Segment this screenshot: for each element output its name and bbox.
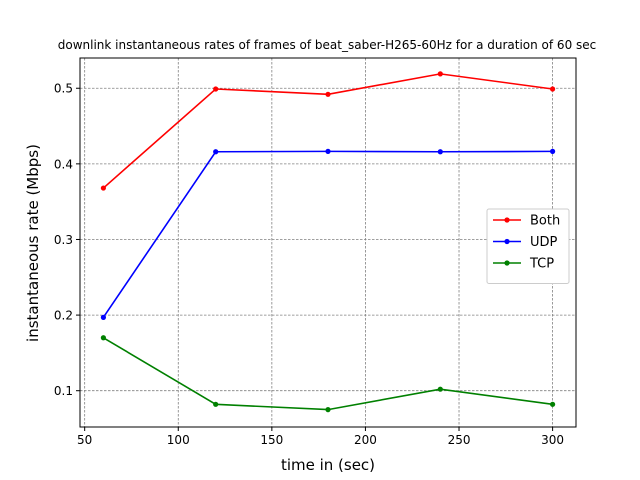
legend-label-udp: UDP — [530, 235, 558, 250]
legend: Both UDP TCP — [486, 208, 570, 284]
plot-frame — [79, 57, 577, 428]
data-point-udp — [100, 314, 106, 320]
y-tick-label: 0.1 — [54, 384, 73, 398]
data-point-both — [437, 71, 443, 77]
data-point-tcp — [550, 401, 556, 407]
data-point-udp — [550, 148, 556, 154]
x-tick-label: 200 — [354, 433, 377, 447]
data-point-udp — [213, 149, 219, 155]
y-tick-label: 0.3 — [54, 233, 73, 247]
legend-marker-tcp — [504, 260, 510, 266]
x-axis-label: time in (sec) — [281, 456, 375, 474]
series-line-tcp — [102, 337, 553, 411]
x-tick-label: 300 — [541, 433, 564, 447]
y-axis-label: instantaneous rate (Mbps) — [24, 144, 42, 342]
series-line-udp — [102, 150, 553, 318]
x-tick-label: 250 — [448, 433, 471, 447]
data-point-udp — [437, 149, 443, 155]
data-point-udp — [325, 148, 331, 154]
y-tick-label: 0.4 — [54, 157, 73, 171]
series-group — [100, 71, 556, 413]
x-tick-label: 150 — [260, 433, 283, 447]
legend-label-tcp: TCP — [529, 257, 554, 272]
x-tick-label: 50 — [77, 433, 92, 447]
y-tick-label: 0.5 — [54, 82, 73, 96]
data-point-tcp — [100, 335, 106, 341]
axes: 50 100 150 200 250 300 0.1 0.2 0.3 0.4 0.5 — [54, 57, 577, 447]
legend-label-both: Both — [530, 214, 560, 229]
chart-title: downlink instantaneous rates of frames o… — [58, 38, 597, 52]
legend-marker-both — [504, 217, 510, 223]
x-tick-label: 100 — [167, 433, 190, 447]
y-tick-label: 0.2 — [54, 309, 73, 323]
grid — [80, 58, 576, 427]
data-point-both — [213, 86, 219, 92]
data-point-tcp — [213, 401, 219, 407]
data-point-both — [325, 91, 331, 97]
data-point-tcp — [325, 407, 331, 413]
series-line-both — [102, 73, 553, 189]
data-point-both — [550, 86, 556, 92]
data-point-both — [100, 185, 106, 191]
legend-marker-udp — [504, 238, 510, 245]
data-point-tcp — [437, 386, 443, 392]
